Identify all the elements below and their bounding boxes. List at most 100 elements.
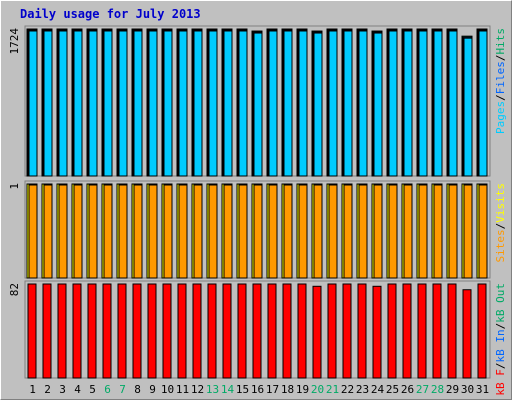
legend-item: Visits: [494, 183, 507, 223]
bar-sites: [373, 184, 383, 279]
bar-pages: [403, 30, 413, 177]
x-tick-label: 30: [461, 383, 474, 396]
bar-sites: [58, 184, 68, 279]
x-tick-label: 2: [44, 383, 51, 396]
x-tick-label: 9: [149, 383, 156, 396]
bar-pages: [163, 30, 173, 177]
bar-sites: [133, 184, 143, 279]
bar-sites: [403, 184, 413, 279]
bar-kb-f: [342, 283, 352, 379]
x-tick-label: 4: [74, 383, 81, 396]
bar-kb-f: [72, 283, 82, 379]
bar-sites: [283, 184, 293, 279]
bar-pages: [388, 30, 398, 177]
x-tick-label: 13: [206, 383, 219, 396]
bar-sites: [268, 184, 278, 279]
bar-kb-f: [282, 283, 292, 379]
bar-kb-f: [57, 283, 67, 379]
x-tick-label: 25: [386, 383, 399, 396]
bar-kb-f: [177, 283, 187, 379]
legend-item: /: [494, 55, 507, 62]
bar-pages: [478, 30, 488, 177]
bar-kb-f: [357, 283, 367, 379]
bar-pages: [268, 30, 278, 177]
legend-item: /: [494, 94, 507, 101]
bar-sites: [163, 184, 173, 279]
bar-sites: [343, 184, 353, 279]
bar-kb-f: [132, 283, 142, 379]
bar-pages: [418, 30, 428, 177]
bar-pages: [43, 30, 53, 177]
y-max-label: 82: [8, 283, 21, 296]
bar-pages: [118, 30, 128, 177]
bar-kb-f: [312, 285, 322, 379]
bar-sites: [328, 184, 338, 279]
bar-pages: [103, 30, 113, 177]
bar-sites: [388, 184, 398, 279]
x-tick-label: 31: [476, 383, 489, 396]
x-tick-label: 3: [59, 383, 66, 396]
bar-kb-f: [297, 283, 307, 379]
bar-sites: [103, 184, 113, 279]
bar-sites: [358, 184, 368, 279]
bar-kb-f: [432, 283, 442, 379]
bar-pages: [448, 30, 458, 177]
bar-pages: [298, 30, 308, 177]
bar-pages: [343, 30, 353, 177]
bar-kb-f: [87, 283, 97, 379]
bar-pages: [88, 30, 98, 177]
x-tick-label: 27: [416, 383, 429, 396]
bar-pages: [193, 30, 203, 177]
bar-sites: [448, 184, 458, 279]
x-tick-label: 8: [134, 383, 141, 396]
bar-sites: [43, 184, 53, 279]
bar-sites: [208, 184, 218, 279]
bar-pages: [73, 30, 83, 177]
bar-kb-f: [117, 283, 127, 379]
bar-sites: [433, 184, 443, 279]
bar-kb-f: [192, 283, 202, 379]
x-tick-label: 28: [431, 383, 444, 396]
chart-title: Daily usage for July 2013: [20, 7, 201, 21]
bar-sites: [463, 184, 473, 279]
bar-kb-f: [447, 283, 457, 379]
x-tick-label: 6: [104, 383, 111, 396]
legend-item: Hits: [494, 28, 507, 55]
bar-pages: [238, 30, 248, 177]
bar-kb-f: [147, 283, 157, 379]
x-tick-label: 7: [119, 383, 126, 396]
bar-sites: [28, 184, 38, 279]
bar-pages: [223, 30, 233, 177]
x-tick-label: 12: [191, 383, 204, 396]
bar-pages: [433, 30, 443, 177]
bar-pages: [133, 30, 143, 177]
bar-kb-f: [207, 283, 217, 379]
bar-kb-f: [102, 283, 112, 379]
bar-kb-f: [237, 283, 247, 379]
bar-kb-f: [462, 289, 472, 379]
bar-sites: [238, 184, 248, 279]
bar-sites: [298, 184, 308, 279]
x-tick-label: 24: [371, 383, 385, 396]
bar-pages: [58, 30, 68, 177]
legend-item: kB In: [494, 329, 507, 362]
bar-kb-f: [387, 283, 397, 379]
bar-pages: [358, 30, 368, 177]
bar-pages: [283, 30, 293, 177]
x-tick-label: 23: [356, 383, 369, 396]
x-tick-label: 20: [311, 383, 324, 396]
panel-legend: Pages/Files/Hits: [494, 28, 507, 134]
bar-kb-f: [372, 285, 382, 379]
bar-sites: [223, 184, 233, 279]
x-tick-label: 5: [89, 383, 96, 396]
x-tick-label: 1: [29, 383, 36, 396]
x-tick-label: 26: [401, 383, 414, 396]
bar-pages: [178, 30, 188, 177]
x-tick-label: 16: [251, 383, 264, 396]
bar-sites: [148, 184, 158, 279]
x-tick-label: 15: [236, 383, 249, 396]
y-max-label: 1: [8, 183, 21, 190]
bar-sites: [418, 184, 428, 279]
bar-kb-f: [327, 283, 337, 379]
